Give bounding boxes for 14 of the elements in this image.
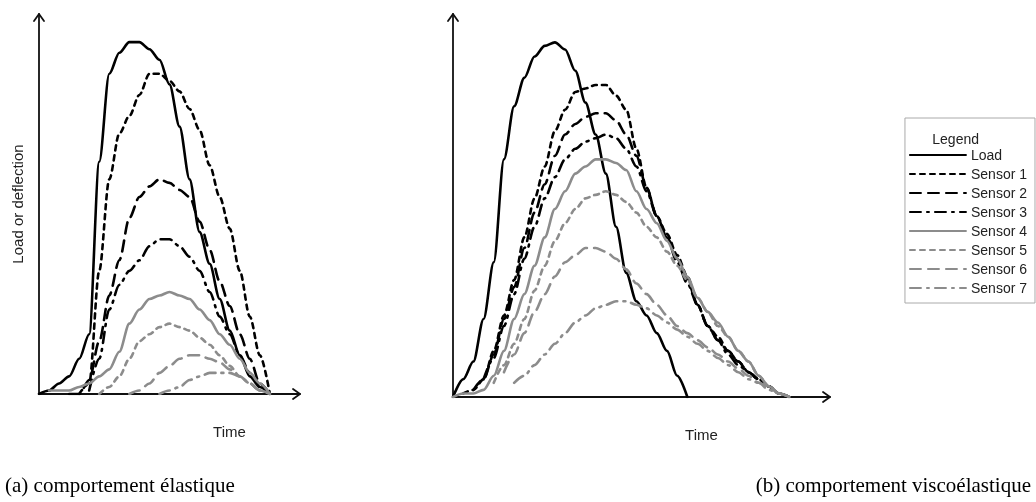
legend-label: Sensor 7 — [970, 280, 1028, 296]
legend-label: Sensor 2 — [970, 185, 1028, 201]
legend-label: Sensor 1 — [970, 166, 1028, 182]
legend-label: Load — [970, 147, 1003, 163]
legend-label: Sensor 3 — [970, 204, 1028, 220]
legend-title: Legend — [932, 131, 979, 147]
legend-label: Sensor 5 — [970, 242, 1028, 258]
text: (b) comportement viscoélastique — [755, 472, 1031, 497]
x-axis-title: Time — [213, 423, 246, 440]
x-axis-title: Time — [685, 426, 718, 443]
legend-label: Sensor 6 — [970, 261, 1028, 277]
y-axis-title: Load or deflection — [9, 144, 26, 264]
legend-label: Sensor 4 — [970, 223, 1028, 239]
text: (a) comportement élastique — [5, 472, 235, 497]
